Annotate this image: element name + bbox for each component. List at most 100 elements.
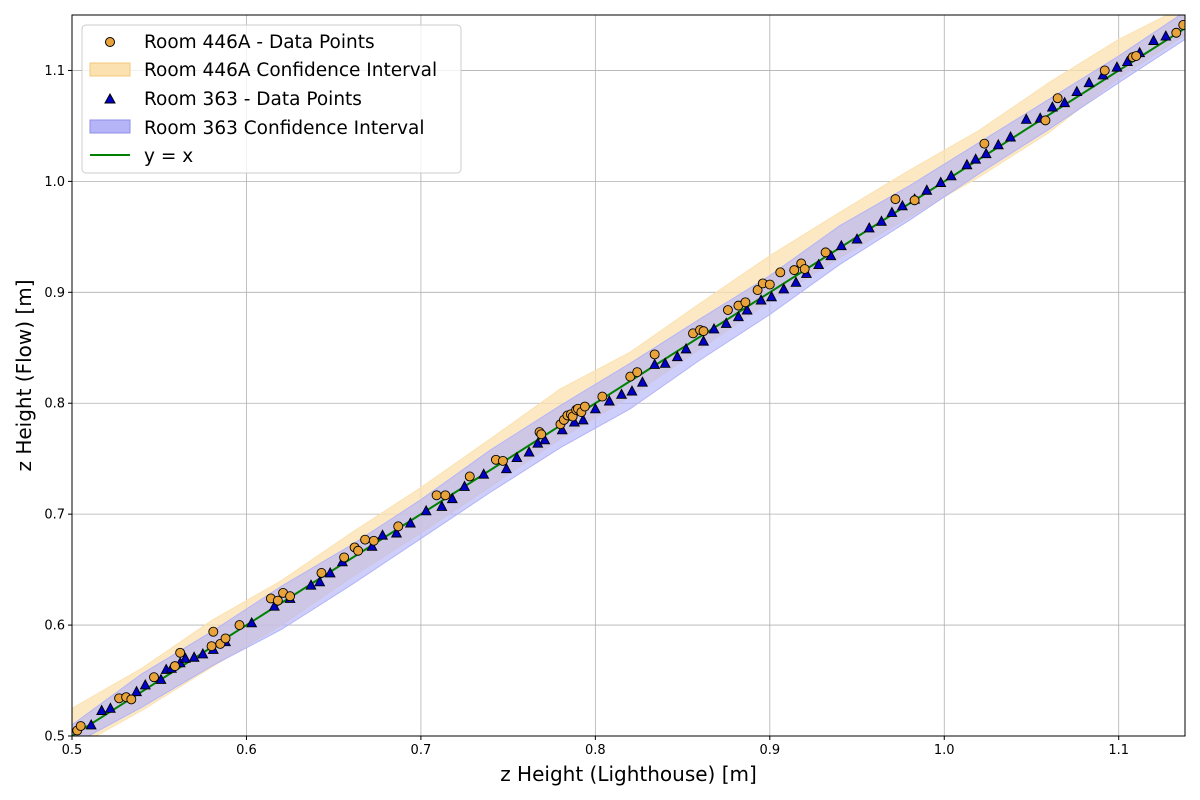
y-tick-label-0: 0.5 xyxy=(44,730,65,745)
room363-point xyxy=(659,357,671,368)
room446a-point xyxy=(722,305,733,316)
room363-point xyxy=(863,222,875,233)
room446a-point xyxy=(149,672,159,683)
legend-label-room363-band: Room 363 Confidence Interval xyxy=(144,118,425,139)
room446a-point xyxy=(1178,20,1185,30)
room363-point xyxy=(1004,131,1017,142)
room363-point xyxy=(366,540,378,551)
room446a-point xyxy=(890,194,901,205)
x-axis-label: z Height (Lighthouse) [m] xyxy=(500,762,757,786)
room363-point xyxy=(1148,34,1160,45)
legend-swatch-room363-band xyxy=(89,119,131,134)
room446a-point xyxy=(360,534,371,545)
room363-point xyxy=(708,322,720,334)
room446a-point xyxy=(1052,93,1063,104)
room363-point xyxy=(268,600,280,611)
room363-point xyxy=(1046,101,1058,112)
room446a-point xyxy=(272,595,283,606)
room363-point xyxy=(992,138,1004,150)
room363-point xyxy=(139,679,151,690)
legend-swatch-room446a-band xyxy=(89,62,131,77)
room446a-point xyxy=(1099,65,1110,76)
room363-point xyxy=(766,290,778,302)
legend-label-room446a-band: Room 446A Confidence Interval xyxy=(144,60,437,81)
room446a-point xyxy=(632,367,643,378)
room363-point xyxy=(130,685,143,697)
room363-point xyxy=(603,395,615,406)
room363-point xyxy=(85,718,97,730)
room446a-point xyxy=(799,264,810,274)
x-tick-label-0: 0.5 xyxy=(62,743,83,758)
room446a-point xyxy=(464,471,475,482)
room446a-point xyxy=(1040,115,1051,126)
x-tick-label-3: 0.8 xyxy=(585,743,606,758)
room446a-point xyxy=(625,371,636,382)
room363-point xyxy=(636,376,649,387)
room363-point xyxy=(246,616,258,628)
grid-lines xyxy=(71,15,1185,737)
data-points xyxy=(72,20,1185,736)
room446a-point xyxy=(1131,51,1142,61)
room446a-point xyxy=(1171,27,1182,38)
room363-point xyxy=(732,310,744,322)
room363-point xyxy=(835,239,847,251)
room363-point xyxy=(755,294,767,305)
legend-label-room363-points: Room 363 - Data Points xyxy=(144,89,362,110)
axis-ticks: 0.5 0.6 0.7 0.8 0.9 1.0 1.1 0.5 0.6 0.7 0.8 0.9 1.0 1… xyxy=(44,64,1129,758)
room446a-point xyxy=(536,429,547,440)
plot-frame xyxy=(71,14,1186,737)
room446a-point xyxy=(234,620,245,631)
legend-label-room446a-points: Room 446A - Data Points xyxy=(144,32,375,53)
y-tick-label-4: 0.9 xyxy=(44,286,65,301)
room363-point xyxy=(626,385,638,396)
room363-point xyxy=(790,276,802,287)
room446a-point xyxy=(649,349,660,360)
room446a-point xyxy=(393,521,404,532)
legend-label-identity: y = x xyxy=(144,146,193,167)
room363-point xyxy=(324,566,336,578)
room363-point xyxy=(577,413,589,425)
room363-point xyxy=(1160,30,1172,41)
room363-point xyxy=(697,335,710,346)
room446a-point xyxy=(440,490,451,501)
room363-point xyxy=(390,527,403,538)
y-tick-label-3: 0.8 xyxy=(44,397,65,412)
room446a-point xyxy=(175,647,186,658)
legend: Room 446A - Data Points Room 446A Confid… xyxy=(81,24,462,174)
room363-point xyxy=(851,233,863,244)
room446a-point xyxy=(909,195,920,206)
room363-point xyxy=(813,258,825,270)
y-tick-label-5: 1.0 xyxy=(44,175,65,190)
room363-point xyxy=(778,283,790,294)
room363-point xyxy=(671,350,683,362)
room363-point xyxy=(179,652,191,663)
room446a-point xyxy=(169,661,180,672)
room363-point xyxy=(436,500,448,511)
room446a-point xyxy=(431,490,442,501)
room363-point xyxy=(980,147,992,159)
room446a-point xyxy=(698,326,709,337)
room446a-point xyxy=(764,279,775,290)
room363-point xyxy=(420,504,432,516)
room363-point xyxy=(1059,96,1071,108)
legend-marker-room363-points xyxy=(104,92,116,104)
room363-point xyxy=(478,468,490,479)
x-tick-label-2: 0.7 xyxy=(411,743,432,758)
room363-point xyxy=(1071,85,1083,96)
room446a-point xyxy=(740,297,751,308)
room363-point xyxy=(197,647,209,659)
room363-point xyxy=(458,480,471,491)
room363-point xyxy=(589,402,601,414)
room363-point xyxy=(314,575,326,587)
room363-point xyxy=(720,317,732,328)
room363-point xyxy=(649,358,661,369)
room363-point xyxy=(945,169,957,181)
room363-point xyxy=(404,517,416,528)
room446a-point xyxy=(220,633,231,644)
legend-box xyxy=(81,24,462,174)
room363-point xyxy=(556,423,568,435)
room363-point xyxy=(1020,113,1032,124)
room446a-point xyxy=(206,641,217,652)
room446a-point xyxy=(789,265,800,276)
